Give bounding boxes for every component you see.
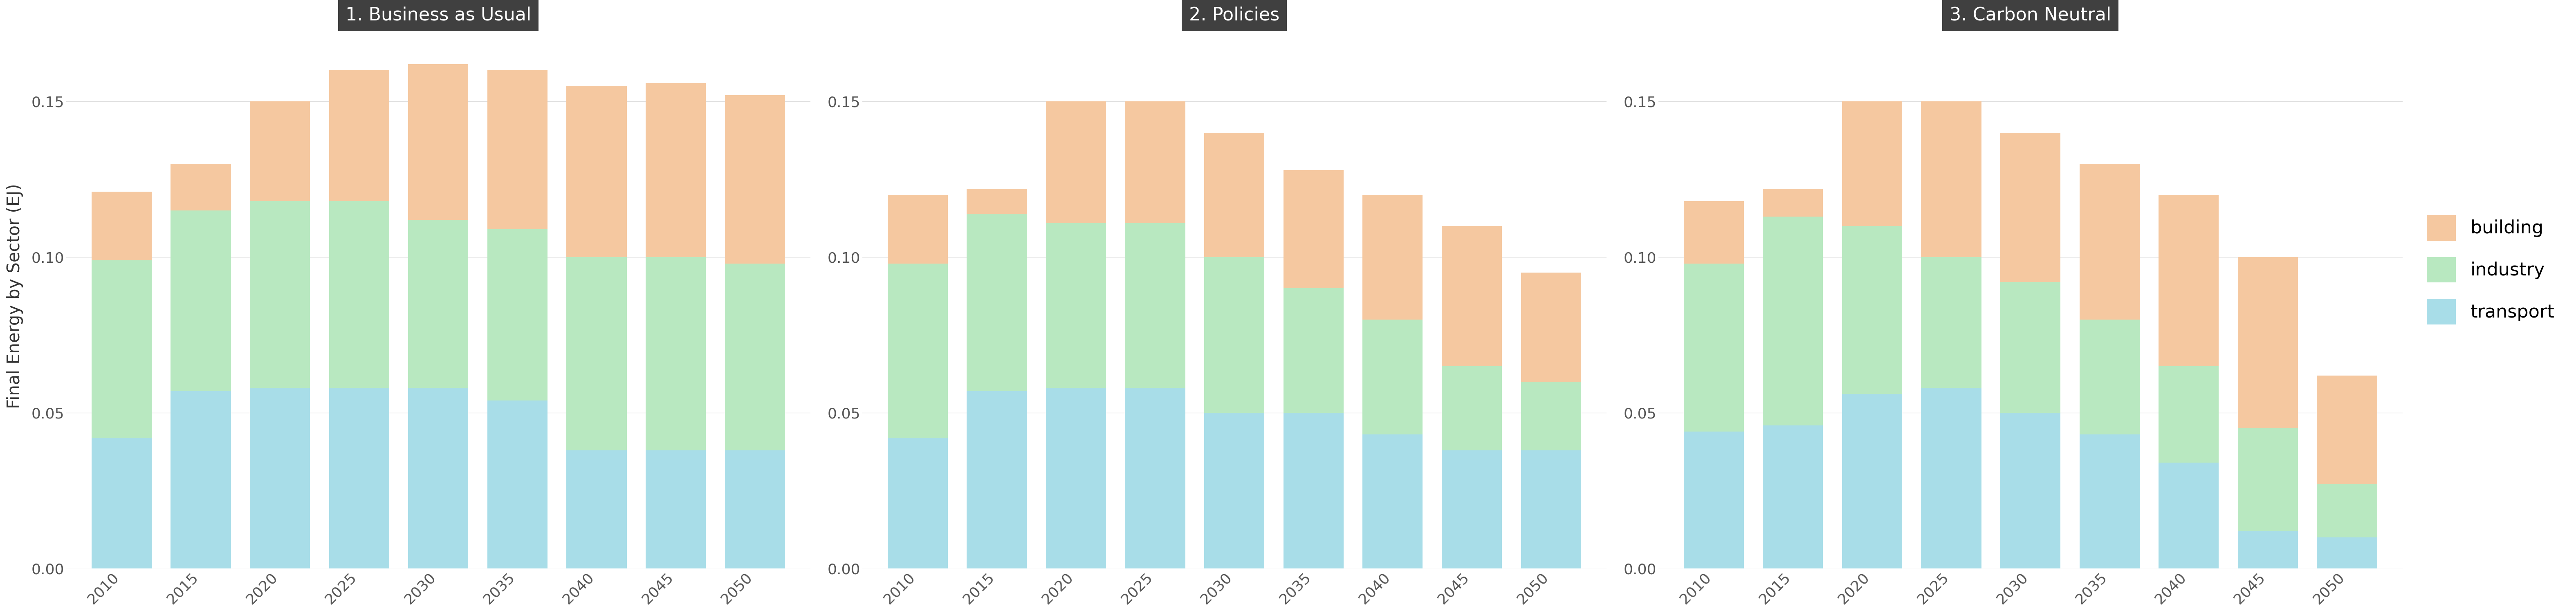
Bar <box>1126 388 1185 568</box>
Bar <box>1842 394 1901 568</box>
Bar <box>1922 388 1981 568</box>
Bar <box>647 450 706 568</box>
Bar <box>93 192 152 261</box>
Bar <box>407 388 469 568</box>
Bar <box>250 102 309 201</box>
Bar <box>724 450 786 568</box>
Bar <box>2239 531 2298 568</box>
Bar <box>1203 413 1265 568</box>
Bar <box>330 201 389 388</box>
Bar <box>93 261 152 438</box>
Bar <box>2002 132 2061 282</box>
Bar <box>1046 388 1105 568</box>
Bar <box>2002 413 2061 568</box>
Bar <box>966 189 1028 213</box>
Bar <box>1283 170 1345 288</box>
Bar <box>1762 217 1824 425</box>
Title: 1. Business as Usual: 1. Business as Usual <box>345 6 531 24</box>
Bar <box>647 257 706 450</box>
Bar <box>1363 435 1422 568</box>
Bar <box>1520 450 1582 568</box>
Bar <box>1046 223 1105 388</box>
Bar <box>407 220 469 388</box>
Bar <box>1443 450 1502 568</box>
Bar <box>966 213 1028 391</box>
Bar <box>724 264 786 450</box>
Bar <box>647 83 706 257</box>
Bar <box>1842 226 1901 394</box>
Bar <box>1126 223 1185 388</box>
Bar <box>2079 164 2141 319</box>
Bar <box>1126 102 1185 223</box>
Bar <box>1363 319 1422 435</box>
Bar <box>1842 102 1901 226</box>
Bar <box>889 195 948 264</box>
Bar <box>487 229 549 400</box>
Bar <box>1203 132 1265 257</box>
Bar <box>2239 428 2298 531</box>
Bar <box>2316 538 2378 568</box>
Bar <box>2316 484 2378 538</box>
Bar <box>1283 288 1345 413</box>
Bar <box>1520 382 1582 450</box>
Bar <box>93 438 152 568</box>
Bar <box>250 388 309 568</box>
Bar <box>1520 273 1582 382</box>
Bar <box>330 388 389 568</box>
Bar <box>567 86 626 257</box>
Bar <box>2159 195 2218 366</box>
Y-axis label: Final Energy by Sector (EJ): Final Energy by Sector (EJ) <box>5 183 23 409</box>
Bar <box>2316 376 2378 484</box>
Title: 3. Carbon Neutral: 3. Carbon Neutral <box>1950 6 2112 24</box>
Legend: building, industry, transport: building, industry, transport <box>2419 206 2563 333</box>
Bar <box>1363 195 1422 319</box>
Bar <box>170 391 232 568</box>
Title: 2. Policies: 2. Policies <box>1190 6 1280 24</box>
Bar <box>1443 366 1502 450</box>
Bar <box>1283 413 1345 568</box>
Bar <box>487 400 549 568</box>
Bar <box>1685 201 1744 264</box>
Bar <box>567 257 626 450</box>
Bar <box>966 391 1028 568</box>
Bar <box>2079 319 2141 435</box>
Bar <box>1443 226 1502 366</box>
Bar <box>1762 425 1824 568</box>
Bar <box>2159 366 2218 463</box>
Bar <box>1685 264 1744 432</box>
Bar <box>2159 463 2218 568</box>
Bar <box>250 201 309 388</box>
Bar <box>724 95 786 264</box>
Bar <box>407 64 469 220</box>
Bar <box>1922 257 1981 388</box>
Bar <box>330 70 389 201</box>
Bar <box>1922 102 1981 257</box>
Bar <box>889 438 948 568</box>
Bar <box>1762 189 1824 217</box>
Bar <box>2239 257 2298 428</box>
Bar <box>170 164 232 210</box>
Bar <box>567 450 626 568</box>
Bar <box>889 264 948 438</box>
Bar <box>487 70 549 229</box>
Bar <box>1203 257 1265 413</box>
Bar <box>1046 102 1105 223</box>
Bar <box>1685 432 1744 568</box>
Bar <box>2079 435 2141 568</box>
Bar <box>2002 282 2061 413</box>
Bar <box>170 210 232 391</box>
